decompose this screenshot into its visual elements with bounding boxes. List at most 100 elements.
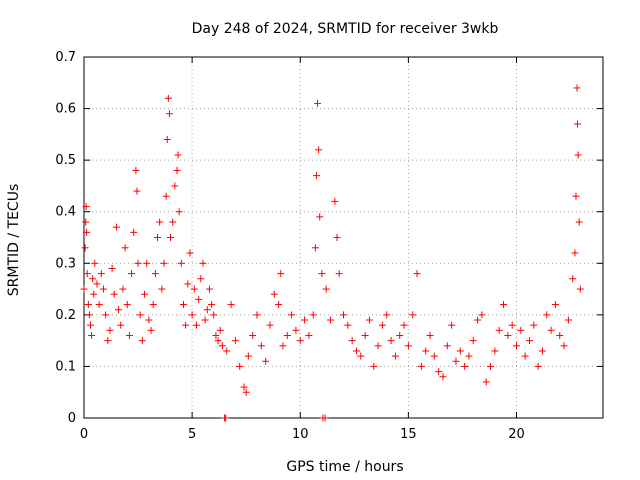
data-point bbox=[119, 285, 127, 293]
data-point bbox=[91, 259, 99, 267]
data-point bbox=[296, 337, 304, 345]
data-point bbox=[305, 331, 313, 339]
data-point bbox=[141, 290, 149, 298]
data-point bbox=[136, 311, 144, 319]
data-point bbox=[244, 352, 252, 360]
data-point bbox=[311, 244, 319, 252]
data-point bbox=[400, 321, 408, 329]
data-point bbox=[128, 270, 136, 278]
data-point bbox=[95, 301, 103, 309]
data-point bbox=[203, 306, 211, 314]
data-point bbox=[344, 321, 352, 329]
data-point bbox=[564, 316, 572, 324]
data-point bbox=[327, 316, 335, 324]
data-point bbox=[387, 337, 395, 345]
data-point bbox=[216, 326, 224, 334]
data-point bbox=[309, 311, 317, 319]
data-point bbox=[538, 347, 546, 355]
data-point bbox=[110, 290, 118, 298]
data-point bbox=[365, 316, 373, 324]
data-point bbox=[461, 362, 469, 370]
data-point bbox=[133, 187, 141, 195]
data-point bbox=[138, 337, 146, 345]
data-point bbox=[487, 362, 495, 370]
data-point bbox=[210, 311, 218, 319]
data-point bbox=[174, 151, 182, 159]
data-point bbox=[143, 259, 151, 267]
y-tick-label: 0.7 bbox=[55, 50, 76, 65]
data-point bbox=[147, 326, 155, 334]
data-point bbox=[321, 414, 329, 422]
data-point bbox=[391, 352, 399, 360]
data-point bbox=[90, 290, 98, 298]
data-point bbox=[223, 347, 231, 355]
y-tick-label: 0.2 bbox=[55, 308, 76, 323]
y-tick-label: 0.3 bbox=[55, 256, 76, 271]
data-point bbox=[99, 285, 107, 293]
data-point bbox=[188, 311, 196, 319]
data-point bbox=[534, 362, 542, 370]
y-tick-label: 0.1 bbox=[55, 359, 76, 374]
data-point bbox=[573, 120, 581, 128]
data-point bbox=[190, 285, 198, 293]
y-tick-label: 0.5 bbox=[55, 153, 76, 168]
data-point bbox=[167, 234, 174, 241]
data-point bbox=[396, 331, 404, 339]
data-point bbox=[158, 285, 166, 293]
data-point bbox=[569, 275, 577, 283]
data-point bbox=[500, 301, 508, 309]
data-point bbox=[171, 182, 179, 190]
data-point bbox=[149, 301, 157, 309]
data-point bbox=[162, 192, 170, 200]
data-point bbox=[572, 192, 580, 200]
data-point bbox=[525, 337, 533, 345]
x-tick-label: 0 bbox=[80, 427, 88, 442]
data-point bbox=[227, 301, 235, 309]
data-point bbox=[448, 321, 456, 329]
data-point bbox=[85, 311, 93, 319]
data-point bbox=[151, 270, 159, 278]
data-point bbox=[575, 218, 583, 226]
data-point bbox=[154, 234, 162, 241]
data-point bbox=[134, 259, 142, 267]
data-point bbox=[430, 352, 438, 360]
data-point bbox=[177, 259, 185, 267]
data-point bbox=[370, 362, 378, 370]
data-point bbox=[130, 228, 138, 236]
data-point bbox=[491, 347, 499, 355]
data-point bbox=[413, 270, 421, 278]
data-point bbox=[173, 166, 181, 174]
data-point bbox=[197, 275, 205, 283]
data-point bbox=[125, 331, 133, 339]
axis-ticks: 0 0.1 0.2 0.3 0.4 0.5 0.6 0.7 0 5 10 15 20 bbox=[55, 50, 603, 442]
data-point bbox=[348, 337, 356, 345]
data-point bbox=[277, 270, 285, 278]
data-point bbox=[165, 110, 173, 118]
data-point bbox=[374, 342, 382, 350]
data-point bbox=[333, 234, 341, 241]
data-point bbox=[163, 136, 171, 144]
data-point bbox=[115, 306, 123, 314]
data-point bbox=[404, 342, 412, 350]
data-point bbox=[275, 301, 283, 309]
data-point bbox=[201, 316, 209, 324]
data-point bbox=[102, 311, 110, 319]
data-point bbox=[315, 146, 323, 154]
x-tick-label: 20 bbox=[508, 427, 525, 442]
data-point bbox=[322, 285, 330, 293]
data-point bbox=[530, 321, 538, 329]
data-point bbox=[508, 321, 516, 329]
data-point bbox=[97, 270, 105, 278]
data-point bbox=[576, 285, 584, 293]
data-point bbox=[335, 270, 343, 278]
data-point bbox=[301, 316, 309, 324]
data-point bbox=[556, 331, 564, 339]
data-point bbox=[547, 326, 555, 334]
data-point bbox=[426, 331, 434, 339]
data-point bbox=[283, 331, 291, 339]
data-point bbox=[160, 259, 168, 267]
data-point bbox=[331, 197, 339, 205]
data-point bbox=[184, 280, 192, 288]
data-point bbox=[218, 342, 226, 350]
